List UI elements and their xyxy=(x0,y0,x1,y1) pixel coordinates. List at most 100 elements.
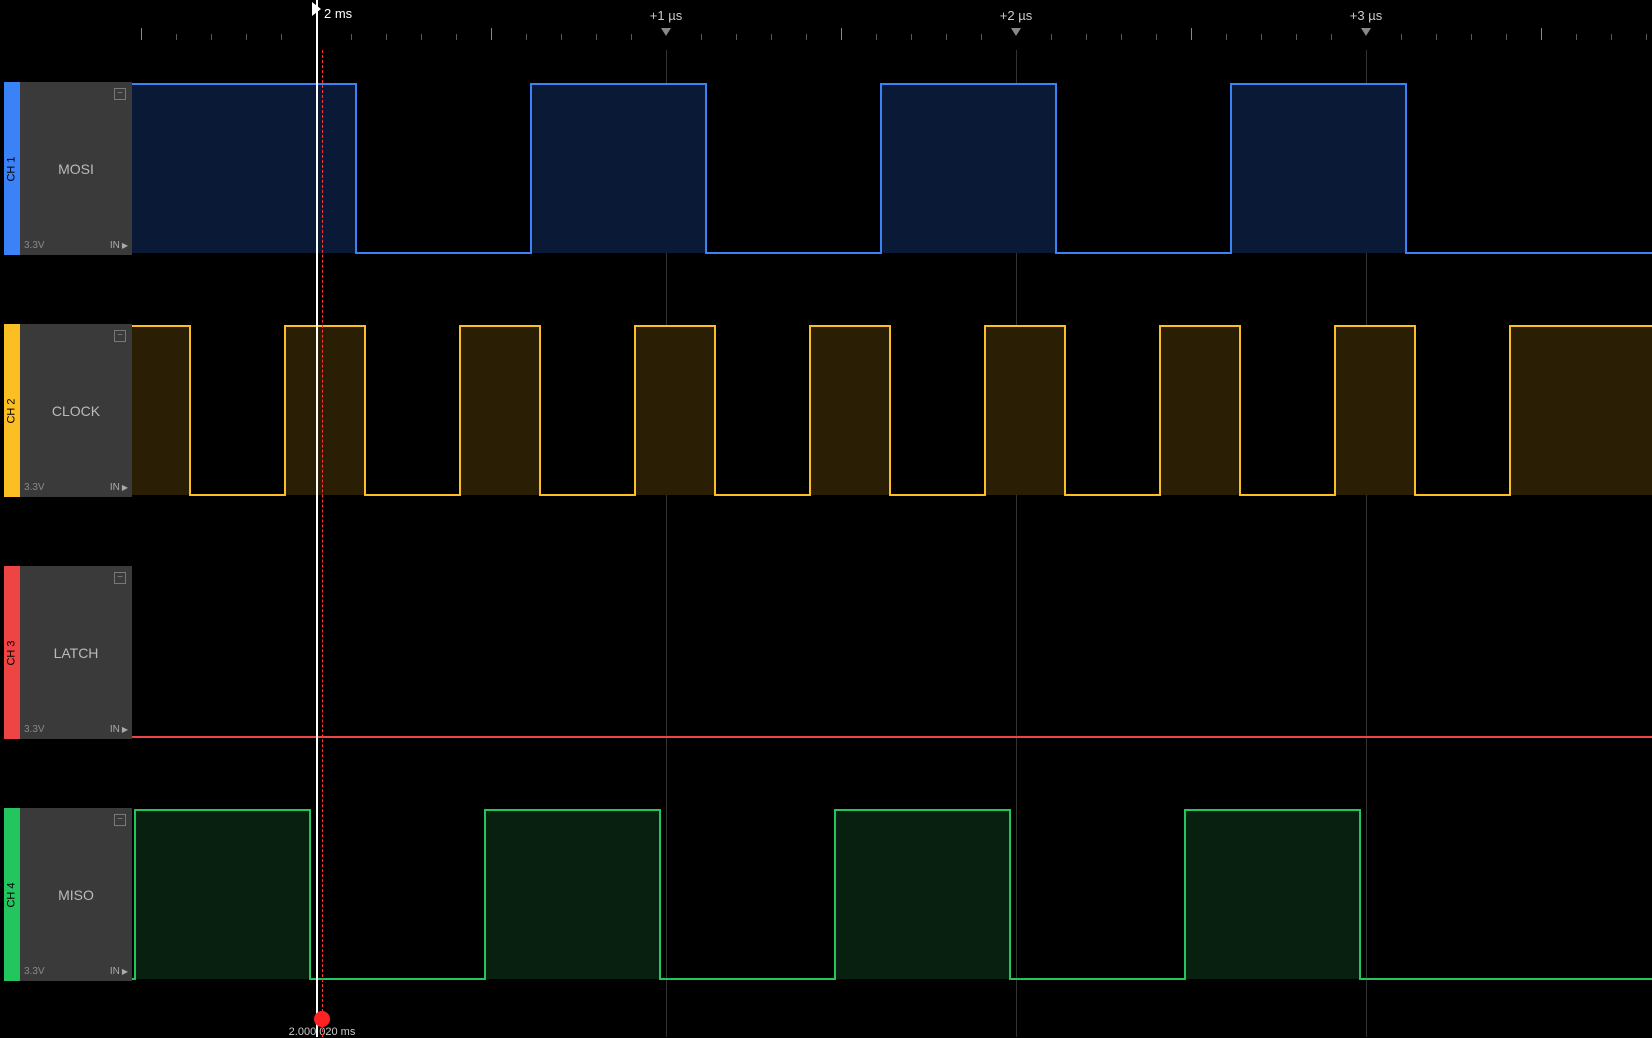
channel-id-label: CH 3 xyxy=(6,640,18,665)
waveform-fill xyxy=(835,810,1010,979)
channel-colorbar: CH 1 xyxy=(4,82,20,255)
waveform-area[interactable] xyxy=(132,82,1652,255)
ruler-minor-tick xyxy=(211,34,212,40)
ruler-minor-tick xyxy=(456,34,457,40)
ruler-minor-tick xyxy=(561,34,562,40)
channel-header[interactable]: CH 1MOSI3.3VIN▶− xyxy=(4,82,132,255)
channel-panel[interactable]: CLOCK 3.3V IN▶ − xyxy=(20,324,132,497)
waveform-svg xyxy=(132,324,1652,497)
channel-name-label: MISO xyxy=(58,887,94,903)
channel-io-label[interactable]: IN▶ xyxy=(110,966,128,977)
waveform-area[interactable] xyxy=(132,324,1652,497)
ruler-major-tick xyxy=(141,28,142,40)
ruler-minor-tick xyxy=(176,34,177,40)
waveform-fill xyxy=(635,326,715,495)
waveform-area[interactable] xyxy=(132,808,1652,981)
ruler-minor-tick xyxy=(911,34,912,40)
ruler-minor-tick xyxy=(1611,34,1612,40)
ruler-minor-tick xyxy=(1646,34,1647,40)
ruler-minor-tick xyxy=(1261,34,1262,40)
waveform-fill xyxy=(135,810,310,979)
cursor-line[interactable] xyxy=(316,0,318,1037)
waveform-fill xyxy=(1335,326,1415,495)
ruler-arrow-tick-icon xyxy=(661,28,671,36)
ruler-minor-tick xyxy=(281,34,282,40)
channel-voltage-label: 3.3V xyxy=(24,482,45,493)
ruler-minor-tick xyxy=(1051,34,1052,40)
ruler-sublabel: +1 µs xyxy=(650,8,682,23)
channel-io-label[interactable]: IN▶ xyxy=(110,482,128,493)
trigger-marker-icon[interactable] xyxy=(314,1011,330,1027)
play-icon: ▶ xyxy=(122,483,128,492)
waveform-area[interactable] xyxy=(132,566,1652,739)
ruler-minor-tick xyxy=(386,34,387,40)
channel-id-label: CH 1 xyxy=(6,156,18,181)
ruler-sublabel: +3 µs xyxy=(1350,8,1382,23)
ruler-minor-tick xyxy=(981,34,982,40)
channel-header[interactable]: CH 3 LATCH 3.3V IN▶ − xyxy=(4,566,132,739)
cursor-handle-icon[interactable] xyxy=(312,2,321,16)
waveform-svg xyxy=(132,82,1652,255)
waveform-fill xyxy=(881,84,1056,253)
ruler-minor-tick xyxy=(1331,34,1332,40)
ruler-minor-tick xyxy=(1156,34,1157,40)
channel-row: CH 4MISO3.3VIN▶− xyxy=(0,808,1652,981)
waveform-fill xyxy=(485,810,660,979)
collapse-button[interactable]: − xyxy=(114,330,126,342)
channel-colorbar: CH 4 xyxy=(4,808,20,981)
collapse-button[interactable]: − xyxy=(114,88,126,100)
channel-header[interactable]: CH 4MISO3.3VIN▶− xyxy=(4,808,132,981)
ruler-minor-tick xyxy=(246,34,247,40)
channel-panel[interactable]: MOSI3.3VIN▶− xyxy=(20,82,132,255)
play-icon: ▶ xyxy=(122,725,128,734)
ruler-main-label: 2 ms xyxy=(324,6,352,21)
waveform-fill xyxy=(460,326,540,495)
channel-io-text: IN xyxy=(110,482,120,493)
collapse-button[interactable]: − xyxy=(114,572,126,584)
channel-io-label[interactable]: IN▶ xyxy=(110,724,128,735)
ruler-minor-tick xyxy=(736,34,737,40)
waveform-fill xyxy=(1160,326,1240,495)
ruler-major-tick xyxy=(841,28,842,40)
ruler-minor-tick xyxy=(1401,34,1402,40)
ruler-minor-tick xyxy=(421,34,422,40)
waveform-fill xyxy=(285,326,365,495)
waveform-fill xyxy=(1510,326,1652,495)
ruler-minor-tick xyxy=(1121,34,1122,40)
channel-colorbar: CH 2 xyxy=(4,324,20,497)
trigger-line xyxy=(322,50,323,1037)
channel-colorbar: CH 3 xyxy=(4,566,20,739)
channel-panel[interactable]: LATCH 3.3V IN▶ − xyxy=(20,566,132,739)
ruler-minor-tick xyxy=(1471,34,1472,40)
channel-voltage-label: 3.3V xyxy=(24,724,45,735)
waveform-fill xyxy=(1231,84,1406,253)
ruler-minor-tick xyxy=(771,34,772,40)
waveform-fill xyxy=(1185,810,1360,979)
ruler-minor-tick xyxy=(1086,34,1087,40)
ruler-sublabel: +2 µs xyxy=(1000,8,1032,23)
channel-panel[interactable]: MISO3.3VIN▶− xyxy=(20,808,132,981)
waveform-svg xyxy=(132,566,1652,739)
time-ruler[interactable]: 2 ms +1 µs +2 µs +3 µs xyxy=(0,0,1652,50)
ruler-arrow-tick-icon xyxy=(1361,28,1371,36)
channel-id-label: CH 4 xyxy=(6,882,18,907)
collapse-button[interactable]: − xyxy=(114,814,126,826)
ruler-minor-tick xyxy=(1576,34,1577,40)
channel-voltage-label: 3.3V xyxy=(24,240,45,251)
ruler-minor-tick xyxy=(1506,34,1507,40)
ruler-minor-tick xyxy=(631,34,632,40)
channel-row: CH 3 LATCH 3.3V IN▶ − xyxy=(0,566,1652,739)
waveform-svg xyxy=(132,808,1652,981)
channel-io-text: IN xyxy=(110,966,120,977)
ruler-minor-tick xyxy=(596,34,597,40)
ruler-minor-tick xyxy=(806,34,807,40)
ruler-minor-tick xyxy=(946,34,947,40)
channel-io-label[interactable]: IN▶ xyxy=(110,240,128,251)
ruler-minor-tick xyxy=(1296,34,1297,40)
channel-name-label: CLOCK xyxy=(52,403,100,419)
play-icon: ▶ xyxy=(122,241,128,250)
ruler-minor-tick xyxy=(1436,34,1437,40)
ruler-minor-tick xyxy=(351,34,352,40)
channel-name-label: LATCH xyxy=(54,645,99,661)
channel-header[interactable]: CH 2 CLOCK 3.3V IN▶ − xyxy=(4,324,132,497)
